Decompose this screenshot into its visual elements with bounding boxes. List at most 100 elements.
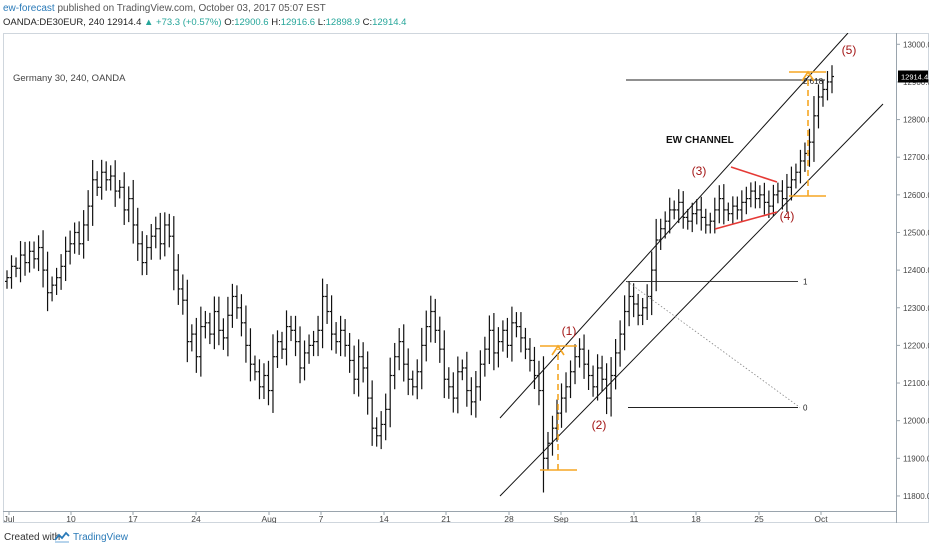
fib-level-0-label: 0 [803,403,808,412]
ohlc-bar [428,295,433,343]
ohlc-bar [9,255,14,289]
ohlc-series [5,65,834,493]
ohlc-bar [609,357,614,417]
ohlc-bar [131,179,136,244]
ohlc-bar [14,257,19,278]
ohlc-bar [72,222,77,254]
ohlc-bar [771,184,776,217]
ohlc-bar [140,231,145,276]
ohlc-bar [379,411,384,450]
ohlc-bar [185,279,190,363]
x-tick-label: 11 [630,514,639,523]
ohlc-bar [32,241,37,269]
ohlc-bar [685,208,690,230]
ohlc-bar [424,310,429,362]
ohlc-bar [640,297,645,326]
ohlc-bar [370,380,375,446]
ohlc-bar [532,346,537,390]
ohlc-bar [415,359,420,400]
ohlc-bar [320,278,325,349]
ohlc-bar [18,241,23,283]
ohlc-bar [708,212,713,234]
ohlc-bar [361,342,366,383]
ohlc-bar [654,218,659,292]
ohlc-bar [302,340,307,381]
ohlc-bar [523,327,528,360]
ohlc-bar [573,344,578,385]
ohlc-bar [221,318,226,350]
x-tick-label: 7 [319,514,324,523]
change-value: +73.3 (+0.57%) [156,17,222,28]
ohlc-bar [266,360,271,406]
ohlc-bar [645,284,650,320]
ohlc-bar [198,306,203,377]
symbol-label: OANDA:DE30EUR, 240 [3,17,105,28]
ohlc-bar [383,393,388,441]
channel-upper-line [499,33,849,419]
fib-extension-label: 2.618 [803,77,824,86]
ohlc-bar [830,65,834,94]
ohlc-bar [482,336,487,377]
ohlc-bar [802,142,807,172]
ohlc-bar [117,179,122,199]
ohlc-bar [469,377,474,416]
ohlc-bar [442,330,447,399]
ohlc-bar [518,312,523,353]
ohlc-bar [784,173,789,212]
ohlc-bar [248,328,253,382]
ohlc-bar [550,415,555,456]
ohlc-bar [491,313,496,371]
ohlc-bar [699,196,704,231]
ohlc-bar [694,199,699,225]
ohlc-bar [392,342,397,390]
footer: Created with TradingView [0,526,932,550]
ohlc-bar [604,363,609,415]
fib-trend-line [626,281,801,408]
ohlc-bar [410,370,415,396]
ohlc-bar [180,274,185,315]
x-tick-label: Sep [553,514,568,523]
ohlc-bar [225,296,230,357]
ohlc-bar [676,189,681,224]
price-chart[interactable]: 11800.0 11900.0 12000.0 12100.0 12200.0 12300… [3,33,929,523]
ohlc-bar [401,324,406,382]
x-tick-label: 18 [691,514,701,523]
x-tick-label: 10 [66,514,76,523]
ohlc-bar [658,218,663,250]
ohlc-bar [744,186,749,215]
ohlc-bar [586,349,591,390]
ohlc-bar [153,216,158,249]
ohlc-bar [649,251,654,316]
ohlc-bar [5,270,9,289]
ohlc-bar [717,185,722,224]
ohlc-bar [144,235,149,276]
x-tick-label: Jul [4,514,15,523]
ohlc-bar [613,338,618,390]
close-value: 12914.4 [372,17,407,28]
ohlc-bar [347,332,352,373]
ohlc-bar [86,190,91,241]
y-tick-label: 13000.0 [903,40,929,49]
ohlc-bar [748,182,753,208]
chart-frame[interactable]: 11800.0 11900.0 12000.0 12100.0 12200.0 12300… [3,33,929,523]
ohlc-bar [667,197,672,234]
ohlc-bar [171,216,176,291]
tradingview-brand[interactable]: TradingView [73,532,129,543]
ohlc-bar [712,197,717,234]
ohlc-bar [90,160,95,226]
ohlc-bar [108,165,113,191]
wave-label: (4) [780,209,795,223]
ohlc-bar [591,365,596,397]
tradingview-logo-icon [54,531,70,543]
author-link[interactable]: ew-forecast [3,3,55,14]
ohlc-bar [207,312,212,345]
ohlc-bar [284,310,289,366]
ohlc-bar [419,327,424,390]
open-label: O: [224,17,235,28]
x-tick-label: 14 [379,514,389,523]
ohlc-bar [541,356,546,493]
ohlc-bar [672,200,677,220]
ohlc-bar [514,312,519,338]
ohlc-bar [464,351,469,407]
ohlc-bar [509,306,514,362]
